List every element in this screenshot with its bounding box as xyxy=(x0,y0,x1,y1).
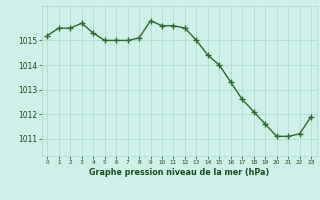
X-axis label: Graphe pression niveau de la mer (hPa): Graphe pression niveau de la mer (hPa) xyxy=(89,168,269,177)
